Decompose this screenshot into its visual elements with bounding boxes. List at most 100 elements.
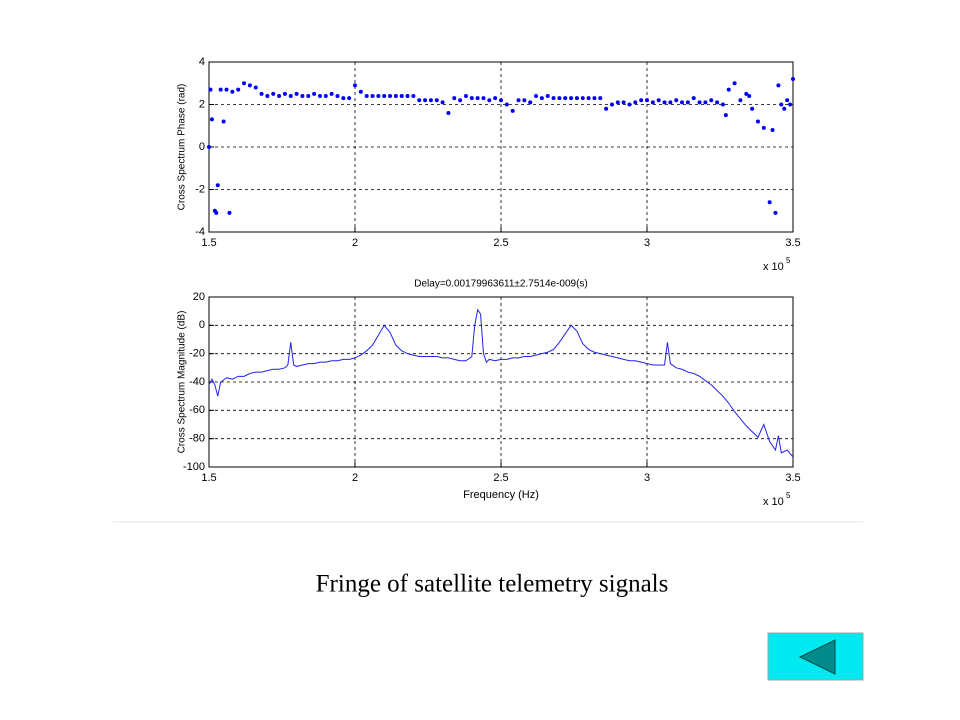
- x-multiplier: x 10: [763, 496, 784, 508]
- data-point: [329, 91, 334, 96]
- data-point: [770, 128, 775, 132]
- data-point: [411, 94, 416, 98]
- data-point: [709, 98, 714, 103]
- data-point: [253, 85, 258, 90]
- data-point: [516, 98, 521, 103]
- data-point: [615, 100, 620, 105]
- data-point: [674, 98, 679, 103]
- x-multiplier-exponent: 5: [786, 491, 791, 500]
- data-point: [732, 81, 737, 86]
- data-point: [224, 87, 229, 92]
- data-point: [341, 96, 346, 101]
- data-point: [393, 94, 398, 98]
- data-point: [209, 117, 214, 122]
- data-point: [680, 100, 685, 105]
- x-multiplier-exponent: 5: [786, 256, 791, 265]
- x-tick-label: 3: [644, 472, 650, 484]
- data-point: [323, 94, 328, 98]
- y-tick-label: -2: [195, 183, 205, 195]
- data-point: [504, 102, 509, 107]
- data-point: [650, 100, 655, 105]
- x-tick-label: 2.5: [493, 237, 508, 249]
- data-point: [230, 89, 235, 94]
- data-point: [300, 94, 305, 98]
- data-point: [405, 94, 410, 98]
- data-point: [221, 119, 226, 124]
- data-point: [715, 100, 720, 105]
- data-point: [782, 106, 787, 111]
- data-point: [776, 83, 781, 88]
- x-tick-label: 2.5: [493, 472, 508, 484]
- data-point: [376, 94, 381, 98]
- button-arrow[interactable]: [798, 639, 836, 675]
- data-point: [364, 94, 369, 98]
- data-point: [747, 94, 752, 98]
- data-point: [656, 98, 661, 103]
- data-point: [458, 98, 463, 103]
- data-point: [259, 91, 264, 96]
- data-point: [288, 94, 293, 98]
- data-point: [779, 102, 784, 107]
- data-point: [388, 94, 393, 98]
- data-point: [294, 91, 299, 96]
- data-point: [720, 102, 725, 107]
- data-point: [773, 210, 778, 215]
- data-point: [755, 119, 760, 124]
- data-point: [522, 98, 527, 103]
- data-point: [767, 200, 772, 205]
- data-point: [645, 98, 649, 103]
- data-point: [417, 98, 422, 103]
- data-point: [423, 98, 428, 103]
- data-point: [697, 100, 702, 105]
- chart-title: Delay=0.00179963611±2.7514e-009(s): [414, 279, 588, 290]
- data-point: [317, 94, 322, 98]
- data-point: [358, 89, 363, 94]
- data-point: [761, 125, 766, 130]
- data-point: [282, 91, 287, 96]
- data-point: [353, 83, 357, 88]
- data-point: [738, 98, 743, 103]
- x-axis-label: Frequency (Hz): [463, 489, 539, 501]
- data-point: [633, 100, 638, 105]
- y-tick-label: 0: [199, 319, 205, 331]
- y-tick-label: -60: [189, 404, 205, 416]
- data-point: [723, 113, 728, 118]
- y-tick-label: -100: [183, 461, 205, 473]
- data-point: [668, 100, 673, 105]
- data-point: [621, 100, 626, 105]
- data-point: [347, 96, 352, 101]
- data-point: [563, 96, 568, 101]
- data-point: [208, 87, 213, 92]
- data-point: [639, 98, 644, 103]
- data-point: [510, 108, 515, 113]
- data-point: [592, 96, 597, 101]
- x-tick-label: 1.5: [201, 237, 216, 249]
- x-tick-label: 2: [352, 472, 358, 484]
- y-tick-label: 20: [193, 291, 205, 303]
- back-button[interactable]: [767, 632, 864, 681]
- data-point: [785, 98, 790, 103]
- data-point: [574, 96, 579, 101]
- data-point: [569, 96, 574, 101]
- x-tick-label: 1.5: [201, 472, 216, 484]
- data-line: [208, 308, 794, 458]
- data-point: [434, 98, 439, 103]
- data-point: [236, 87, 241, 92]
- x-tick-label: 3.5: [785, 472, 800, 484]
- data-point: [247, 83, 252, 88]
- plot-frame: [208, 296, 794, 468]
- data-point: [312, 91, 317, 96]
- data-point: [586, 96, 591, 101]
- x-multiplier: x 10: [763, 261, 784, 273]
- y-axis-label: Cross Spectrum Phase (rad): [177, 84, 188, 211]
- y-tick-label: 4: [199, 56, 205, 68]
- data-point: [227, 210, 232, 215]
- data-point: [534, 94, 539, 98]
- data-point: [627, 102, 632, 107]
- data-point: [580, 96, 585, 101]
- data-point: [271, 91, 276, 96]
- x-tick-label: 3: [644, 237, 650, 249]
- data-point: [557, 96, 562, 101]
- data-point: [487, 98, 492, 103]
